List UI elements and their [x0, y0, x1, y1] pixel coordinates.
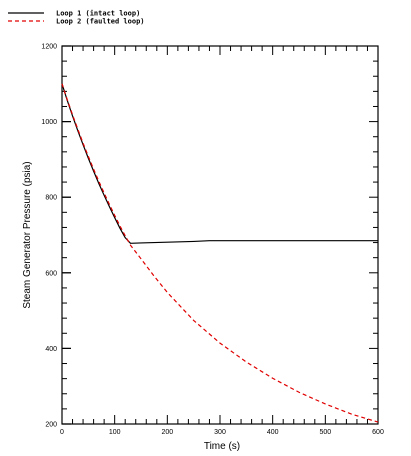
legend-label-1: Loop 1 (intact loop)	[56, 10, 140, 18]
series-line-2	[61, 83, 379, 423]
y-tick-label: 800	[45, 195, 57, 202]
tick-labels: 0 100 200 300 400 500 600 200 400 600 800 1000 1200	[41, 44, 384, 437]
x-tick-label: 400	[267, 429, 279, 436]
y-axis-title: Steam Generator Pressure (psia)	[22, 161, 33, 308]
legend: Loop 1 (intact loop)Loop 2 (faulted loop…	[8, 10, 145, 26]
x-tick-label: 300	[214, 429, 226, 436]
x-tick-label: 100	[109, 429, 121, 436]
x-axis-title: Time (s)	[204, 441, 240, 452]
y-tick-label: 1000	[41, 119, 57, 126]
x-tick-label: 0	[60, 429, 64, 436]
y-tick-label: 400	[45, 346, 57, 353]
legend-label-2: Loop 2 (faulted loop)	[56, 18, 145, 26]
axis-ticks	[61, 45, 379, 425]
y-tick-label: 600	[45, 270, 57, 277]
y-tick-label: 200	[45, 422, 57, 429]
y-tick-label: 1200	[41, 44, 57, 51]
plot-frame	[61, 45, 379, 425]
x-tick-label: 500	[319, 429, 331, 436]
series-group	[61, 83, 379, 423]
x-tick-label: 600	[372, 429, 384, 436]
x-tick-label: 200	[161, 429, 173, 436]
series-line-1	[61, 83, 378, 244]
